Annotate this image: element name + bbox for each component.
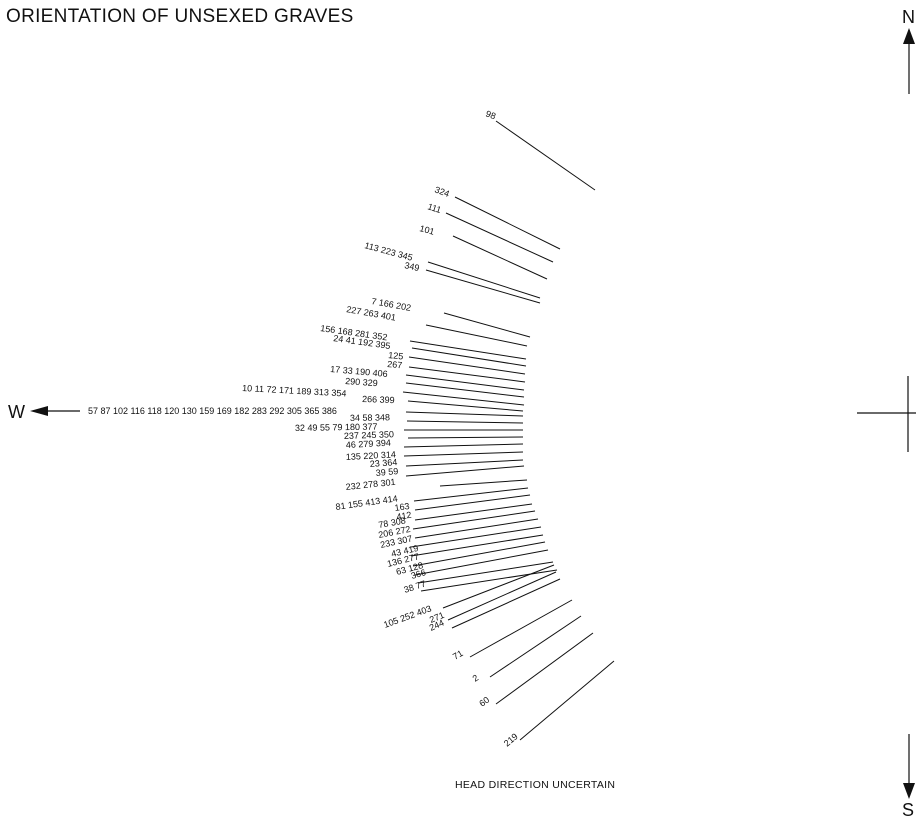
grave-line [425, 269, 541, 304]
grave-label: 412 [396, 510, 412, 522]
grave-label: 324 [433, 184, 451, 199]
grave-line [405, 459, 524, 467]
grave-line [469, 599, 573, 658]
grave-label: 290 329 [345, 376, 378, 388]
grave-line [414, 494, 531, 511]
grave-label: 32 49 55 79 180 377 [295, 422, 378, 433]
grave-label: 237 245 350 [344, 429, 394, 441]
north-label: N [902, 7, 915, 27]
grave-line [414, 503, 533, 521]
north-arrow: N [902, 7, 915, 94]
grave-line [489, 615, 582, 678]
grave-line [495, 120, 596, 191]
grave-label: 135 220 314 [346, 449, 397, 462]
grave-line [451, 578, 561, 629]
grave-label: 366 [410, 567, 427, 581]
grave-line [439, 479, 528, 487]
grave-label: 57 87 102 116 118 120 130 159 169 182 28… [88, 406, 337, 416]
grave-label: 10 11 72 171 189 313 354 [242, 383, 347, 398]
grave-label: 23 364 [369, 457, 397, 469]
grave-label: 163 [394, 501, 410, 513]
grave-label: 125 [388, 350, 404, 362]
grave-label: 38 77 [403, 578, 428, 594]
grave-label: 34 58 348 [350, 412, 390, 423]
grave-line [413, 487, 529, 502]
grave-line [409, 340, 527, 360]
grave-label: 111 [426, 201, 442, 215]
grave-line [407, 400, 524, 412]
grave-line [414, 518, 539, 539]
grave-label: 78 308 [378, 515, 407, 530]
grave-label: 232 278 301 [345, 477, 396, 492]
grave-line [408, 356, 526, 375]
grave-label: 46 279 394 [346, 438, 392, 450]
grave-line [414, 549, 549, 576]
grave-line [454, 196, 561, 250]
grave-label: 2 [471, 673, 481, 684]
grave-line [408, 366, 526, 383]
grave-label: 219 [502, 731, 520, 748]
grave-line [410, 526, 542, 548]
diagram-title: ORIENTATION OF UNSEXED GRAVES [6, 6, 354, 27]
grave-line [412, 541, 546, 567]
grave-line [452, 235, 548, 280]
grave-line [405, 411, 524, 417]
grave-line [405, 465, 525, 477]
grave-label: 266 399 [362, 394, 395, 405]
east-cross [857, 376, 916, 452]
grave-label: 39 59 [375, 466, 398, 478]
grave-line [406, 420, 524, 424]
grave-line [442, 564, 555, 609]
grave-label: 267 [387, 359, 403, 370]
grave-label: 60 [477, 695, 491, 709]
grave-line [417, 561, 554, 584]
south-label: S [902, 800, 914, 820]
grave-label: 105 252 403 [382, 603, 432, 630]
grave-line [403, 443, 524, 448]
grave-line [445, 212, 554, 263]
south-arrow: S [902, 734, 915, 820]
grave-line [425, 324, 528, 347]
grave-line [405, 374, 525, 391]
grave-line [447, 571, 557, 621]
west-label: W [8, 402, 25, 422]
caption: HEAD DIRECTION UNCERTAIN [455, 779, 616, 791]
grave-line [443, 312, 531, 338]
grave-label: 71 [451, 648, 465, 662]
grave-label: 81 155 413 414 [335, 493, 398, 512]
west-arrow: W [8, 402, 80, 422]
grave-line [403, 451, 524, 457]
grave-line [410, 534, 544, 557]
grave-line [427, 261, 541, 299]
grave-line [412, 510, 536, 530]
grave-line [407, 436, 524, 439]
grave-label: 101 [418, 223, 435, 237]
grave-line [402, 391, 525, 406]
grave-line [411, 347, 527, 367]
grave-line [405, 382, 525, 398]
grave-line [519, 660, 615, 741]
grave-label: 349 [404, 260, 421, 273]
grave-label: 17 33 190 406 [330, 364, 388, 379]
grave-label: 98 [484, 108, 497, 121]
grave-line [420, 569, 558, 592]
grave-line [495, 632, 594, 705]
